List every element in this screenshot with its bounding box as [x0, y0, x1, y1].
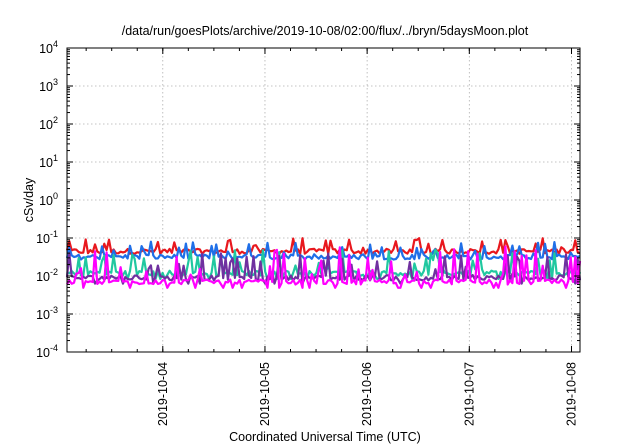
- x-tick-label: 2019-10-04: [156, 362, 170, 426]
- x-tick-label: 2019-10-06: [360, 362, 374, 426]
- series-lines: [65, 237, 582, 289]
- x-axis-label: Coordinated Universal Time (UTC): [229, 430, 421, 444]
- y-tick-label: 10-4: [36, 343, 58, 360]
- x-tick-label: 2019-10-07: [462, 362, 476, 426]
- y-tick-label: 10-1: [36, 229, 58, 246]
- y-tick-label: 101: [39, 153, 58, 170]
- y-tick-label: 10-3: [36, 305, 58, 322]
- y-tick-label: 102: [39, 115, 58, 132]
- x-tick-label: 2019-10-08: [564, 362, 578, 426]
- series-line: [66, 245, 582, 289]
- y-axis-label: cSv/day: [22, 177, 36, 222]
- series-line: [65, 240, 581, 261]
- y-tick-label: 100: [39, 191, 58, 208]
- y-tick-label: 103: [39, 77, 58, 94]
- x-tick-label: 2019-10-05: [258, 362, 272, 426]
- y-tick-label: 10-2: [36, 267, 58, 284]
- chart-title: /data/run/goesPlots/archive/2019-10-08/0…: [122, 24, 529, 38]
- grid: [67, 48, 580, 352]
- y-tick-label: 104: [39, 39, 58, 56]
- series-line: [65, 252, 582, 285]
- ticks: 10-4 10-3 10-2 10-1 100 101 102 103 104 2019-10-0…: [36, 39, 580, 426]
